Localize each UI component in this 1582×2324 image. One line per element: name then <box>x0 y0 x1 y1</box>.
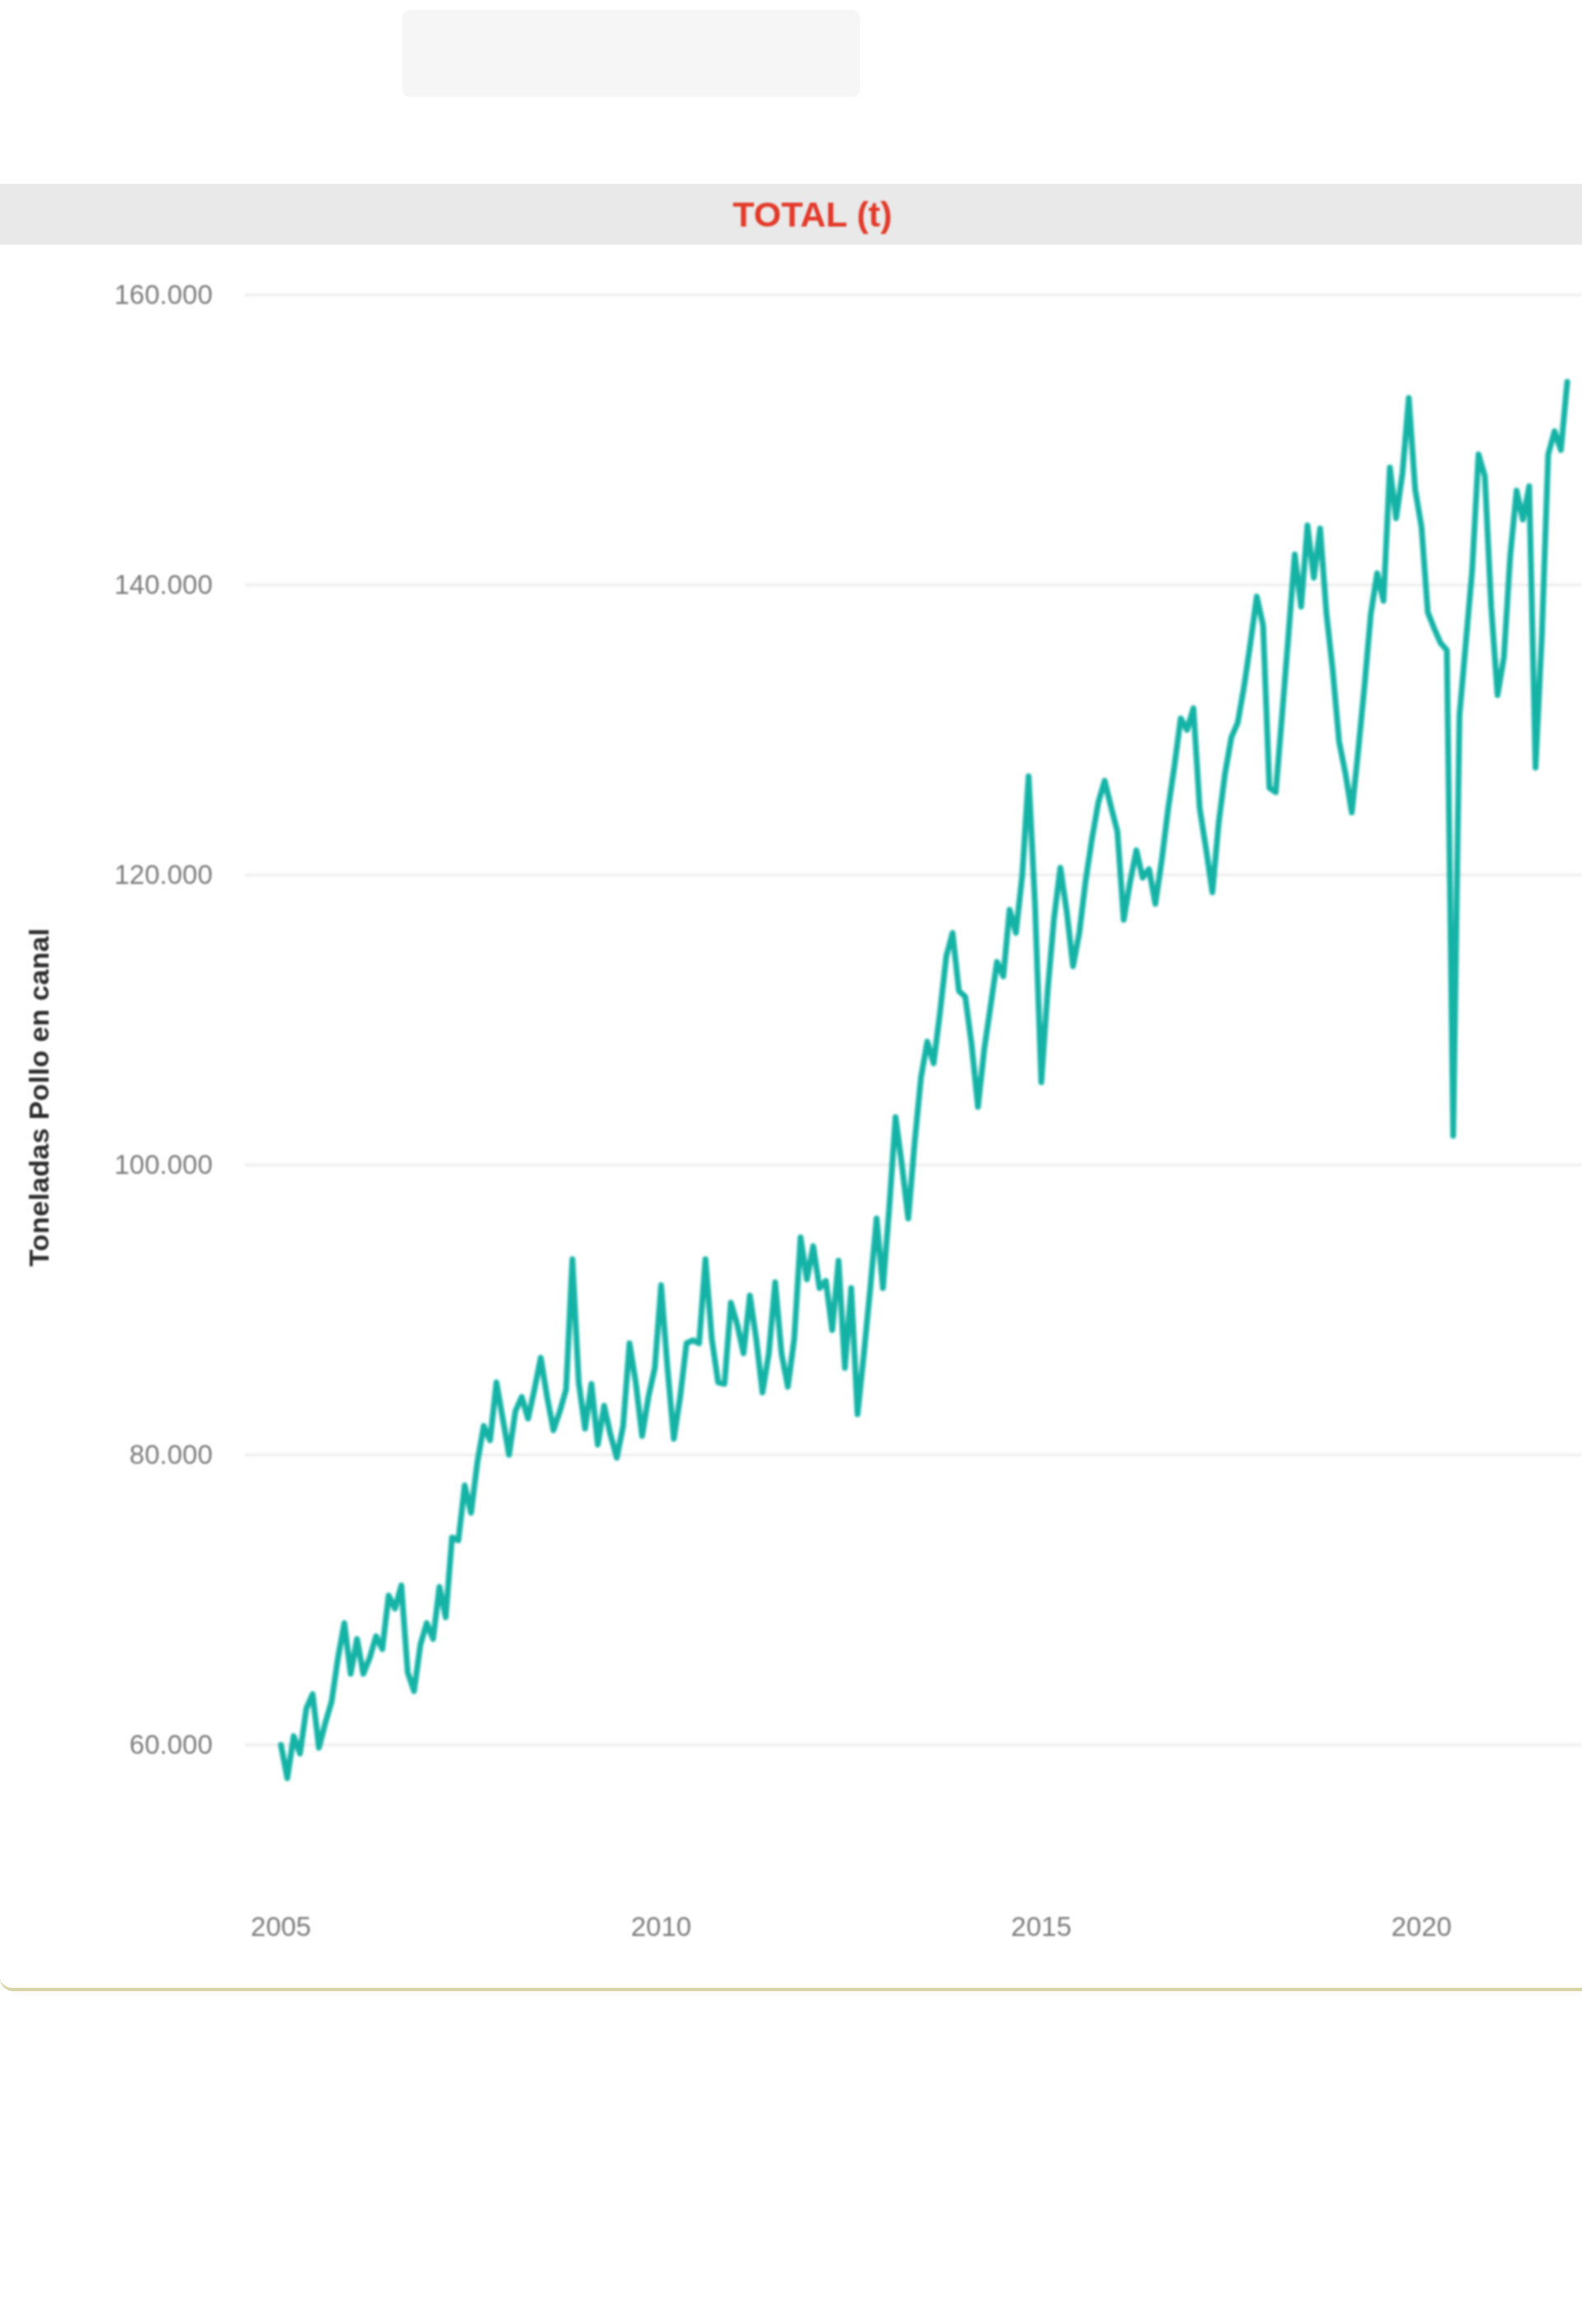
y-axis-title: Toneladas Pollo en canal <box>23 834 56 1361</box>
line-chart-plot[interactable] <box>0 0 1582 2324</box>
y-tick-label: 60.000 <box>48 1729 213 1761</box>
y-tick-label: 120.000 <box>48 859 213 891</box>
y-tick-label: 140.000 <box>48 569 213 601</box>
x-tick-label: 2020 <box>1355 1911 1487 1943</box>
x-tick-label: 2010 <box>595 1911 727 1943</box>
x-tick-label: 2005 <box>215 1911 347 1943</box>
y-tick-label: 100.000 <box>48 1149 213 1181</box>
y-tick-label: 80.000 <box>48 1439 213 1471</box>
y-tick-label: 160.000 <box>48 279 213 311</box>
x-tick-label: 2015 <box>976 1911 1107 1943</box>
